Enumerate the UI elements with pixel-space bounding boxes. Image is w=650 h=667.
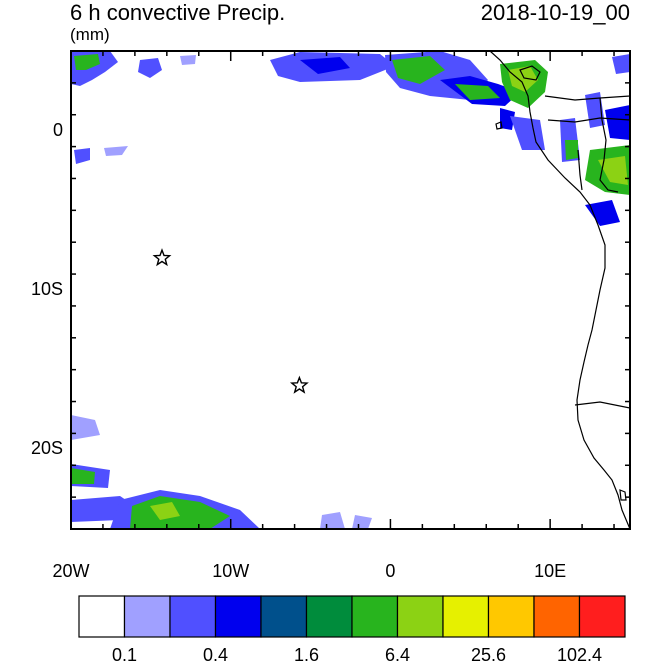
colorbar-label: 6.4 xyxy=(384,645,411,665)
plot-frame xyxy=(70,50,631,530)
colorbar-box xyxy=(260,595,308,638)
colorbar-box xyxy=(533,595,581,638)
lon-tick-label: 10E xyxy=(534,561,567,581)
axis-ticks xyxy=(70,50,630,530)
lat-tick-label: 20S xyxy=(30,438,63,459)
lat-tick-label: 10S xyxy=(30,279,63,299)
colorbar-box xyxy=(396,595,444,638)
colorbar-box xyxy=(78,595,126,638)
colorbar-label: 0.4 xyxy=(202,645,229,665)
colorbar-box xyxy=(214,595,262,638)
colorbar-label: 1.6 xyxy=(293,645,320,665)
lon-tick-label: 10W xyxy=(212,561,250,581)
colorbar-box xyxy=(487,595,535,638)
coastline xyxy=(489,51,630,529)
map-datetime: 2018-10-19_00 xyxy=(480,0,630,25)
colorbar-label: 0.1 xyxy=(111,645,138,665)
star-marker xyxy=(289,375,309,394)
precip-field xyxy=(71,51,630,529)
star-marker xyxy=(152,248,172,267)
lon-tick-label: 20W xyxy=(52,561,90,581)
colorbar-box xyxy=(123,595,171,638)
colorbar-box xyxy=(305,595,353,638)
colorbar-label: 102.4 xyxy=(556,645,603,665)
colorbar-box xyxy=(578,595,626,638)
markers xyxy=(152,248,309,394)
lon-tick-label: 0 xyxy=(385,561,396,581)
colorbar-box xyxy=(351,595,399,638)
colorbar-label: 25.6 xyxy=(470,645,507,665)
colorbar-box xyxy=(169,595,217,638)
lat-tick-label: 0 xyxy=(52,119,63,140)
map-units: (mm) xyxy=(70,25,110,44)
colorbar-box xyxy=(442,595,490,638)
colorbar xyxy=(78,595,626,638)
map-title: 6 h convective Precip. xyxy=(70,0,286,25)
